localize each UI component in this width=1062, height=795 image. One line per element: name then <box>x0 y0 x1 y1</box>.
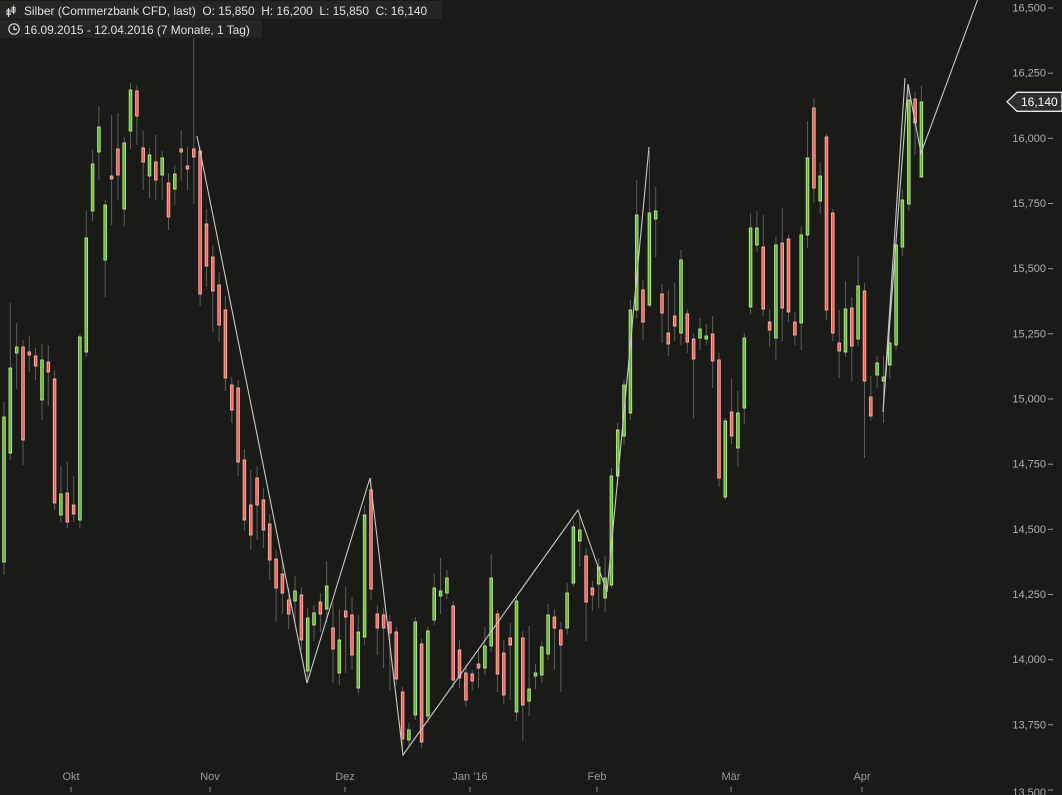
svg-text:13,750: 13,750 <box>1012 719 1046 731</box>
svg-text:Dez: Dez <box>335 771 355 783</box>
svg-text:13,500: 13,500 <box>1012 787 1046 795</box>
svg-text:15,000: 15,000 <box>1012 394 1046 406</box>
svg-text:16.09.2015 - 12.04.2016 (7 Mon: 16.09.2015 - 12.04.2016 (7 Monate, 1 Tag… <box>24 23 250 37</box>
svg-text:14,250: 14,250 <box>1012 589 1046 601</box>
svg-text:Feb: Feb <box>588 771 607 783</box>
svg-text:14,000: 14,000 <box>1012 654 1046 666</box>
svg-text:14,500: 14,500 <box>1012 524 1046 536</box>
svg-text:Silber (Commerzbank CFD, last): Silber (Commerzbank CFD, last) O: 15,850… <box>24 4 428 18</box>
svg-text:16,000: 16,000 <box>1012 133 1046 145</box>
svg-text:16,140: 16,140 <box>1021 95 1058 109</box>
svg-text:15,500: 15,500 <box>1012 263 1046 275</box>
svg-text:Okt: Okt <box>62 771 79 783</box>
svg-text:16,500: 16,500 <box>1012 3 1046 15</box>
svg-text:16,250: 16,250 <box>1012 68 1046 80</box>
svg-text:Jan '16: Jan '16 <box>452 771 487 783</box>
svg-text:15,750: 15,750 <box>1012 198 1046 210</box>
svg-text:15,250: 15,250 <box>1012 328 1046 340</box>
svg-text:Nov: Nov <box>200 771 220 783</box>
svg-text:Apr: Apr <box>853 771 870 783</box>
svg-text:14,750: 14,750 <box>1012 459 1046 471</box>
svg-text:Mär: Mär <box>722 771 741 783</box>
